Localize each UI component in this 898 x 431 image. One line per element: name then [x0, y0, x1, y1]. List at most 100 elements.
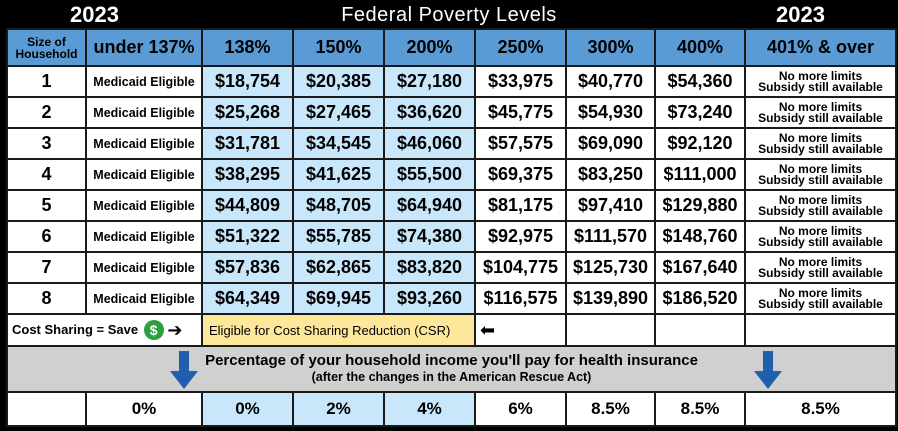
no-limit-cell: No more limits Subsidy still available: [744, 158, 897, 191]
table-row: 3 Medicaid Eligible $31,781 $34,545 $46,060 $…: [6, 127, 897, 160]
income-cell: $54,930: [565, 96, 656, 129]
pct-400: 8.5%: [654, 391, 746, 427]
col-size: Size of Household: [6, 28, 87, 67]
table-row: 1 Medicaid Eligible $18,754 $20,385 $27,180 $…: [6, 65, 897, 98]
medicaid-eligible-cell: Medicaid Eligible: [85, 158, 203, 191]
medicaid-eligible-cell: Medicaid Eligible: [85, 251, 203, 284]
pct-300: 8.5%: [565, 391, 656, 427]
subsidy-available-text: Subsidy still available: [758, 296, 883, 311]
medicaid-eligible-cell: Medicaid Eligible: [85, 65, 203, 98]
income-cell: $62,865: [292, 251, 385, 284]
income-cell: $51,322: [201, 220, 294, 253]
subsidy-available-text: Subsidy still available: [758, 141, 883, 156]
subsidy-available-text: Subsidy still available: [758, 172, 883, 187]
medicaid-eligible-cell: Medicaid Eligible: [85, 127, 203, 160]
income-cell: $18,754: [201, 65, 294, 98]
cost-sharing-row: Cost Sharing = Save $ ➔ Eligible for Cos…: [6, 313, 897, 347]
arrow-left-icon: ⬅: [480, 319, 496, 340]
csr-empty-400: [654, 313, 746, 347]
cost-sharing-label: Cost Sharing = Save: [12, 321, 139, 337]
income-cell: $55,785: [292, 220, 385, 253]
income-cell: $81,175: [474, 189, 567, 222]
household-size-cell: 5: [6, 189, 87, 222]
income-cell: $186,520: [654, 282, 746, 315]
income-cell: $57,836: [201, 251, 294, 284]
col-138: 138%: [201, 28, 294, 67]
header-row: Size of Household under 137% 138% 150% 2…: [6, 28, 897, 67]
no-more-limits-text: No more limits: [778, 254, 863, 269]
csr-eligible-cell: Eligible for Cost Sharing Reduction (CSR…: [201, 313, 476, 347]
income-cell: $93,260: [383, 282, 476, 315]
year-right: 2023: [776, 2, 825, 27]
band-text: Percentage of your household income you'…: [9, 352, 894, 384]
income-cell: $64,349: [201, 282, 294, 315]
income-cell: $55,500: [383, 158, 476, 191]
income-cell: $69,090: [565, 127, 656, 160]
csr-arrow-cell: ⬅: [474, 313, 567, 347]
fpl-table: Size of Household under 137% 138% 150% 2…: [6, 28, 897, 427]
income-cell: $92,120: [654, 127, 746, 160]
income-cell: $25,268: [201, 96, 294, 129]
income-cell: $45,775: [474, 96, 567, 129]
no-limit-cell: No more limits Subsidy still available: [744, 127, 897, 160]
subsidy-available-text: Subsidy still available: [758, 203, 883, 218]
income-cell: $148,760: [654, 220, 746, 253]
no-limit-cell: No more limits Subsidy still available: [744, 282, 897, 315]
subsidy-available-text: Subsidy still available: [758, 265, 883, 280]
no-limit-cell: No more limits Subsidy still available: [744, 251, 897, 284]
year-left: 2023: [70, 2, 119, 27]
no-more-limits-text: No more limits: [778, 192, 863, 207]
medicaid-eligible-cell: Medicaid Eligible: [85, 189, 203, 222]
table-row: 6 Medicaid Eligible $51,322 $55,785 $74,380 $…: [6, 220, 897, 253]
down-arrow-icon: [170, 351, 198, 389]
table-row: 4 Medicaid Eligible $38,295 $41,625 $55,500 $…: [6, 158, 897, 191]
income-cell: $83,820: [383, 251, 476, 284]
medicaid-eligible-cell: Medicaid Eligible: [85, 282, 203, 315]
no-more-limits-text: No more limits: [778, 68, 863, 83]
income-cell: $104,775: [474, 251, 567, 284]
col-150: 150%: [292, 28, 385, 67]
page-title: Federal Poverty Levels: [341, 4, 557, 26]
income-cell: $44,809: [201, 189, 294, 222]
income-cell: $69,945: [292, 282, 385, 315]
income-cell: $69,375: [474, 158, 567, 191]
income-cell: $20,385: [292, 65, 385, 98]
col-under-137: under 137%: [85, 28, 203, 67]
subsidy-available-text: Subsidy still available: [758, 79, 883, 94]
col-200: 200%: [383, 28, 476, 67]
income-cell: $27,180: [383, 65, 476, 98]
no-limit-cell: No more limits Subsidy still available: [744, 220, 897, 253]
no-more-limits-text: No more limits: [778, 99, 863, 114]
no-limit-cell: No more limits Subsidy still available: [744, 65, 897, 98]
income-cell: $38,295: [201, 158, 294, 191]
title-bar: 2023 Federal Poverty Levels 2023: [0, 0, 898, 28]
income-cell: $41,625: [292, 158, 385, 191]
no-more-limits-text: No more limits: [778, 130, 863, 145]
income-cell: $116,575: [474, 282, 567, 315]
income-cell: $27,465: [292, 96, 385, 129]
dollar-icon: $: [143, 320, 164, 340]
household-size-cell: 1: [6, 65, 87, 98]
subsidy-available-text: Subsidy still available: [758, 110, 883, 125]
income-cell: $111,570: [565, 220, 656, 253]
income-cell: $57,575: [474, 127, 567, 160]
table-row: 5 Medicaid Eligible $44,809 $48,705 $64,940 $…: [6, 189, 897, 222]
percentage-band: Percentage of your household income you'…: [6, 345, 897, 393]
no-limit-cell: No more limits Subsidy still available: [744, 189, 897, 222]
col-250: 250%: [474, 28, 567, 67]
table-row: 7 Medicaid Eligible $57,836 $62,865 $83,820 $…: [6, 251, 897, 284]
arrow-right-icon: ➔: [167, 319, 183, 340]
income-cell: $74,380: [383, 220, 476, 253]
medicaid-eligible-cell: Medicaid Eligible: [85, 220, 203, 253]
pct-empty-cell: [6, 391, 87, 427]
band-main-text: Percentage of your household income you'…: [205, 352, 698, 369]
income-cell: $111,000: [654, 158, 746, 191]
household-size-cell: 8: [6, 282, 87, 315]
band-sub-text: (after the changes in the American Rescu…: [311, 370, 592, 384]
col-400: 400%: [654, 28, 746, 67]
medicaid-eligible-cell: Medicaid Eligible: [85, 96, 203, 129]
household-size-cell: 7: [6, 251, 87, 284]
household-size-cell: 2: [6, 96, 87, 129]
no-limit-cell: No more limits Subsidy still available: [744, 96, 897, 129]
csr-empty-401: [744, 313, 897, 347]
